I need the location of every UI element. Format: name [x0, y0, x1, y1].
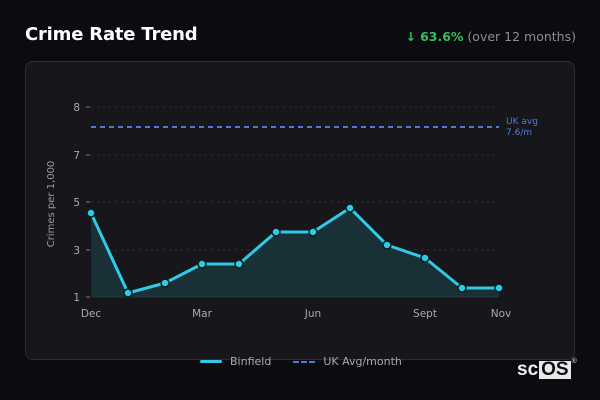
- down-arrow-icon: ↓: [405, 29, 417, 44]
- binfield-line: [89, 206, 499, 295]
- logo-text-sc: sc: [517, 359, 539, 380]
- binfield-area: [91, 208, 499, 297]
- y-tick-label: 5: [73, 197, 80, 209]
- logo-text-os: OS: [539, 359, 571, 380]
- registered-mark-icon: ®: [571, 358, 577, 365]
- x-tick-label: Jun: [304, 308, 321, 320]
- data-point[interactable]: [160, 278, 170, 288]
- y-tick-label: 8: [73, 102, 80, 114]
- chart-legend: Binfield UK Avg/month: [200, 355, 424, 368]
- x-tick-label: Mar: [192, 308, 212, 320]
- data-point[interactable]: [345, 203, 355, 213]
- data-point[interactable]: [308, 227, 318, 237]
- data-point[interactable]: [197, 259, 207, 269]
- page-title: Crime Rate Trend: [25, 24, 198, 45]
- data-point[interactable]: [457, 283, 467, 293]
- data-point[interactable]: [420, 253, 430, 263]
- legend-item-binfield[interactable]: Binfield: [200, 355, 271, 368]
- y-tick-marks: [86, 106, 90, 298]
- chart-card: [25, 61, 575, 360]
- data-point[interactable]: [86, 208, 96, 218]
- solid-line-swatch-icon: [200, 360, 222, 363]
- data-point[interactable]: [271, 227, 281, 237]
- change-period: (over 12 months): [467, 29, 576, 44]
- y-axis-label: Crimes per 1,000: [46, 161, 57, 248]
- y-tick-label: 3: [73, 245, 80, 257]
- uk-average-value: 7.6/m: [506, 128, 532, 138]
- binfield-points: [86, 203, 504, 298]
- legend-label: Binfield: [230, 355, 272, 368]
- trend-change-summary: ↓ 63.6% (over 12 months): [406, 29, 576, 44]
- y-tick-label: 1: [73, 292, 80, 304]
- y-tick-label: 7: [73, 150, 80, 162]
- data-point[interactable]: [382, 240, 392, 250]
- scos-logo: sc OS ®: [517, 358, 577, 381]
- dashed-line-swatch-icon: [293, 360, 316, 363]
- data-point[interactable]: [234, 259, 244, 269]
- change-percentage: 63.6%: [420, 29, 464, 44]
- uk-average-label: UK avg: [506, 117, 538, 127]
- legend-label: UK Avg/month: [323, 355, 402, 368]
- data-point[interactable]: [123, 288, 133, 298]
- legend-item-uk-avg[interactable]: UK Avg/month: [293, 355, 402, 368]
- data-point[interactable]: [494, 283, 504, 293]
- x-tick-label: Nov: [491, 308, 512, 320]
- x-tick-label: Dec: [81, 308, 102, 320]
- x-tick-label: Sept: [413, 308, 437, 320]
